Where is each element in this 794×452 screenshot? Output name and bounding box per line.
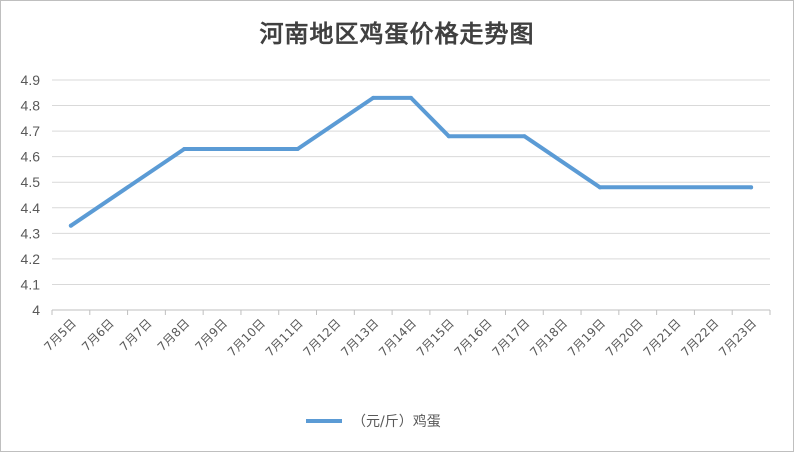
legend: （元/斤）鸡蛋 bbox=[306, 410, 441, 432]
data-point bbox=[409, 95, 413, 100]
data-point bbox=[182, 147, 187, 151]
data-point bbox=[749, 185, 754, 190]
x-tick-label: 7月17日 bbox=[489, 316, 532, 359]
y-tick-label: 4.8 bbox=[21, 98, 41, 114]
y-tick-label: 4.9 bbox=[21, 72, 41, 88]
x-tick-label: 7月19日 bbox=[565, 316, 608, 359]
data-point bbox=[371, 95, 376, 100]
x-tick-label: 7月7日 bbox=[117, 316, 155, 354]
y-tick-label: 4.3 bbox=[21, 225, 41, 241]
x-tick-label: 7月16日 bbox=[452, 316, 495, 359]
data-point bbox=[446, 134, 451, 139]
y-tick-label: 4.6 bbox=[21, 149, 41, 165]
y-tick-label: 4.4 bbox=[21, 200, 41, 216]
y-tick-label: 4 bbox=[32, 302, 40, 318]
x-tick-label: 7月21日 bbox=[641, 316, 684, 359]
x-tick-label: 7月10日 bbox=[225, 316, 268, 359]
x-tick-label: 7月13日 bbox=[338, 316, 381, 359]
y-tick-label: 4.7 bbox=[21, 123, 41, 139]
x-tick-label: 7月15日 bbox=[414, 316, 457, 359]
x-tick-label: 7月5日 bbox=[41, 316, 79, 354]
y-tick-label: 4.2 bbox=[21, 251, 41, 267]
x-tick-label: 7月18日 bbox=[527, 316, 570, 359]
data-point bbox=[295, 147, 300, 151]
x-tick-label: 7月20日 bbox=[603, 316, 646, 359]
data-point bbox=[597, 185, 602, 190]
x-tick-label: 7月6日 bbox=[79, 316, 117, 354]
y-tick-label: 4.1 bbox=[21, 276, 41, 292]
x-tick-label: 7月9日 bbox=[192, 316, 230, 354]
data-point bbox=[68, 223, 73, 228]
x-tick-label: 7月23日 bbox=[716, 316, 759, 359]
x-tick-label: 7月14日 bbox=[376, 316, 419, 359]
data-point bbox=[522, 134, 527, 139]
x-tick-label: 7月11日 bbox=[263, 316, 306, 359]
chart-title: 河南地区鸡蛋价格走势图 bbox=[259, 20, 535, 48]
x-tick-label: 7月22日 bbox=[678, 316, 721, 359]
y-tick-label: 4.5 bbox=[21, 174, 41, 190]
x-tick-label: 7月8日 bbox=[155, 316, 193, 354]
x-tick-label: 7月12日 bbox=[300, 316, 343, 359]
series-line-egg-price bbox=[68, 95, 754, 228]
legend-label: （元/斤）鸡蛋 bbox=[352, 414, 441, 430]
legend-swatch bbox=[306, 419, 342, 423]
